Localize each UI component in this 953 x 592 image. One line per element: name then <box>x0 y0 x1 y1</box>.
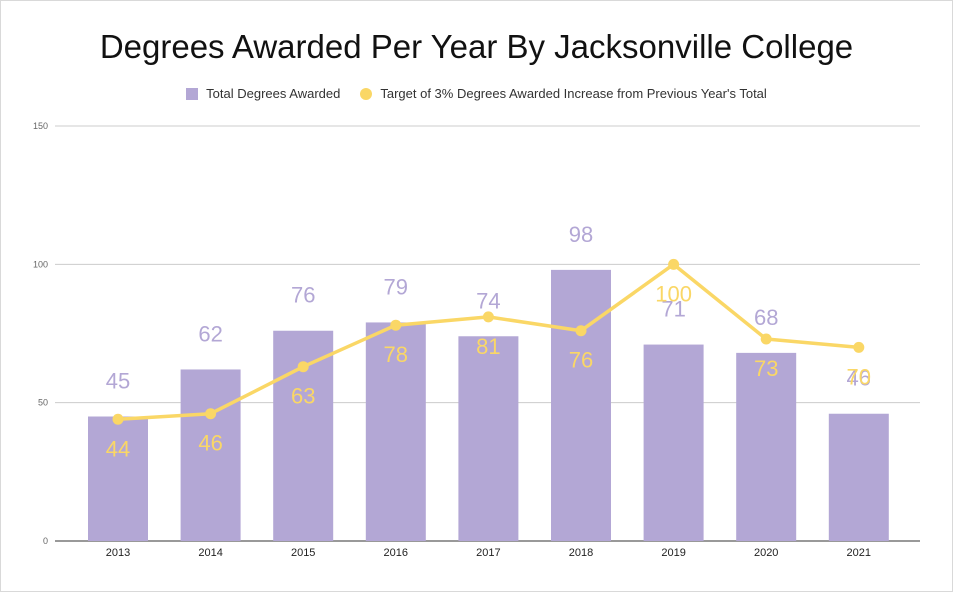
legend-swatch-bars <box>186 87 199 100</box>
target-point-2021[interactable] <box>853 341 865 353</box>
x-tick-label: 2021 <box>847 547 871 559</box>
bar-2019[interactable] <box>643 344 704 541</box>
bar-2013[interactable] <box>88 416 148 542</box>
target-point-2017[interactable] <box>482 311 494 323</box>
y-tick-label: 100 <box>33 259 48 269</box>
x-tick-label: 2013 <box>106 547 130 559</box>
bar-data-label: 79 <box>384 274 408 299</box>
x-tick-label: 2015 <box>291 547 315 559</box>
line-data-label: 46 <box>198 431 222 456</box>
line-data-label: 44 <box>106 436 130 461</box>
target-point-2018[interactable] <box>575 325 587 337</box>
line-data-label: 100 <box>655 281 692 306</box>
y-tick-label: 50 <box>38 398 48 408</box>
legend-swatch-line <box>360 87 373 100</box>
line-data-label: 63 <box>291 384 315 409</box>
x-tick-label: 2014 <box>198 547 222 559</box>
bar-2020[interactable] <box>736 352 797 541</box>
bar-data-label: 45 <box>106 369 130 394</box>
target-point-2019[interactable] <box>668 258 680 270</box>
legend-entry-bars[interactable]: Total Degrees Awarded <box>186 86 340 101</box>
target-point-2015[interactable] <box>297 361 309 373</box>
y-tick-label: 0 <box>43 536 48 546</box>
bar-data-label: 46 <box>847 366 871 391</box>
chart-title: Degrees Awarded Per Year By Jacksonville… <box>99 28 854 65</box>
legend-label-line: Target of 3% Degrees Awarded Increase fr… <box>380 86 767 101</box>
bar-2021[interactable] <box>828 413 889 541</box>
target-point-2014[interactable] <box>205 408 217 420</box>
legend-entry-line[interactable]: Target of 3% Degrees Awarded Increase fr… <box>360 86 767 101</box>
x-tick-label: 2017 <box>476 547 500 559</box>
line-data-label: 76 <box>569 348 593 373</box>
bar-data-label: 71 <box>661 297 685 322</box>
bar-2014[interactable] <box>180 369 241 541</box>
line-data-label: 81 <box>476 334 500 359</box>
y-tick-label: 150 <box>33 121 48 131</box>
line-data-label: 78 <box>384 342 408 367</box>
bar-2018[interactable] <box>551 269 611 541</box>
bar-data-label: 68 <box>754 305 778 330</box>
legend: Total Degrees Awarded Target of 3% Degre… <box>0 86 953 101</box>
bar-data-label: 76 <box>291 283 315 308</box>
bar-data-label: 62 <box>198 321 222 346</box>
target-point-2020[interactable] <box>760 333 772 345</box>
x-tick-label: 2019 <box>661 547 685 559</box>
target-point-2016[interactable] <box>390 319 402 331</box>
legend-label-bars: Total Degrees Awarded <box>206 86 341 101</box>
target-point-2013[interactable] <box>112 413 124 425</box>
bar-data-label: 98 <box>569 222 593 247</box>
bar-data-label: 74 <box>476 288 500 313</box>
x-tick-label: 2018 <box>569 547 593 559</box>
x-tick-label: 2020 <box>754 547 778 559</box>
line-data-label: 73 <box>754 356 778 381</box>
bar-2017[interactable] <box>458 336 519 541</box>
line-data-label: 70 <box>847 364 871 389</box>
bar-2016[interactable] <box>365 322 426 541</box>
x-tick-label: 2016 <box>384 547 408 559</box>
